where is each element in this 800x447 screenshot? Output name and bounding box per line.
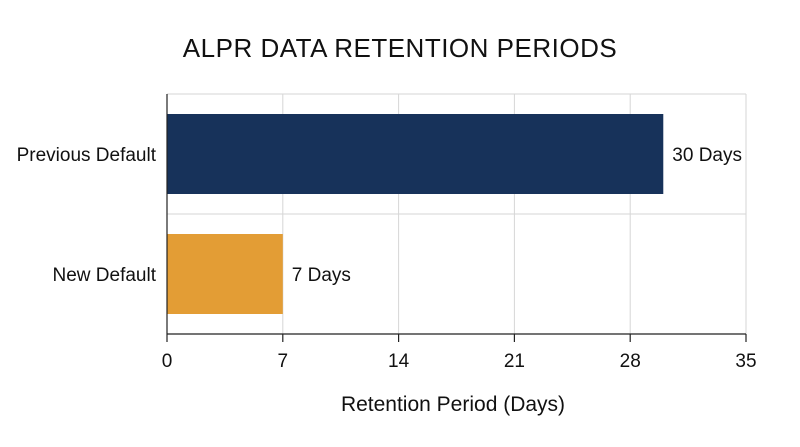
- x-tick-label-5: 35: [735, 351, 756, 372]
- category-label-0: Previous Default: [17, 145, 157, 166]
- category-label-1: New Default: [53, 265, 157, 286]
- bars: [167, 114, 664, 314]
- data-label-0: 30 Days: [672, 145, 742, 166]
- x-tick-label-4: 28: [620, 351, 641, 372]
- x-tick-label-3: 21: [504, 351, 525, 372]
- chart-title: ALPR DATA RETENTION PERIODS: [183, 33, 617, 63]
- labels: Previous Default 30 Days New Default 7 Days…: [17, 145, 757, 372]
- axes: [166, 94, 747, 342]
- x-tick-label-0: 0: [162, 351, 173, 372]
- bar-1: [167, 234, 283, 314]
- data-label-1: 7 Days: [292, 265, 351, 286]
- x-tick-label-1: 7: [278, 351, 289, 372]
- bar-0: [167, 114, 664, 194]
- x-axis-title: Retention Period (Days): [341, 393, 565, 416]
- x-tick-label-2: 14: [388, 351, 410, 372]
